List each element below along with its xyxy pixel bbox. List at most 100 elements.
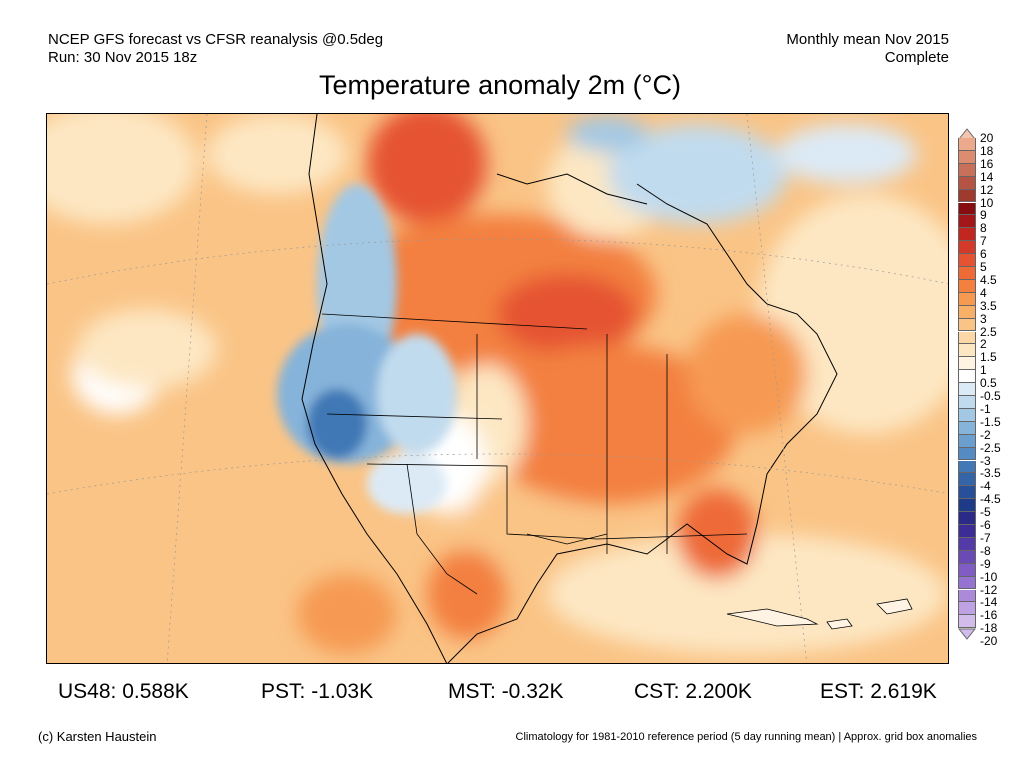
stat-pst: PST: -1.03K bbox=[261, 680, 373, 704]
colorbar-label: -0.5 bbox=[980, 389, 1001, 403]
colorbar-swatch bbox=[958, 512, 976, 525]
colorbar-swatch bbox=[958, 279, 976, 293]
colorbar-swatch bbox=[958, 292, 976, 306]
stat-us48: US48: 0.588K bbox=[58, 680, 189, 704]
colorbar-swatch bbox=[958, 563, 976, 577]
colorbar-label: -3.5 bbox=[980, 466, 1001, 481]
colorbar-swatch bbox=[958, 163, 976, 177]
colorbar-swatch bbox=[958, 176, 976, 190]
colorbar-swatch bbox=[958, 254, 976, 267]
colorbar-label: 3.5 bbox=[980, 298, 997, 313]
colorbar-label: -14 bbox=[980, 595, 998, 610]
colorbar-swatch bbox=[958, 228, 976, 242]
colorbar-label: 9 bbox=[980, 208, 987, 223]
colorbar-swatch bbox=[958, 150, 976, 164]
graticule bbox=[47, 114, 948, 663]
colorbar-swatch bbox=[958, 267, 976, 280]
stat-label: EST: bbox=[820, 680, 865, 703]
colorbar-swatch bbox=[958, 460, 976, 474]
stat-est: EST: 2.619K bbox=[820, 680, 937, 704]
colorbar-label: 6 bbox=[980, 247, 987, 262]
header-right: Monthly mean Nov 2015 Complete bbox=[786, 31, 949, 67]
period-label: Monthly mean Nov 2015 bbox=[786, 31, 949, 48]
cold-anomaly-west bbox=[277, 184, 457, 514]
colorbar-swatch bbox=[958, 331, 976, 345]
stat-cst: CST: 2.200K bbox=[634, 680, 752, 704]
status-label: Complete bbox=[884, 49, 949, 66]
anomaly-map bbox=[46, 113, 949, 664]
colorbar-label: 1 bbox=[980, 363, 987, 378]
stat-label: MST: bbox=[448, 680, 496, 703]
colorbar-swatch bbox=[958, 576, 976, 590]
colorbar-swatch bbox=[958, 241, 976, 255]
colorbar-swatch bbox=[958, 370, 976, 384]
colorbar-swatch bbox=[958, 473, 976, 487]
colorbar-swatch bbox=[958, 537, 976, 551]
colorbar-label: -4.5 bbox=[980, 492, 1001, 507]
map-canvas bbox=[47, 114, 948, 663]
colorbar-label: -6 bbox=[980, 518, 991, 532]
caribbean-islands bbox=[726, 598, 913, 630]
colorbar-label: 10 bbox=[980, 195, 994, 210]
stat-mst: MST: -0.32K bbox=[448, 680, 564, 704]
colorbar-label: -4 bbox=[980, 479, 991, 494]
colorbar-label: -12 bbox=[980, 582, 998, 597]
stat-label: CST: bbox=[634, 680, 680, 703]
colorbar-label: 2.5 bbox=[980, 324, 997, 339]
colorbar-label: 8 bbox=[980, 221, 987, 236]
colorbar-label: 12 bbox=[980, 182, 994, 197]
colorbar-label: -18 bbox=[980, 621, 998, 636]
colorbar-label: 20 bbox=[980, 131, 994, 145]
colorbar-label: -8 bbox=[980, 543, 991, 558]
colorbar-label: 4.5 bbox=[980, 272, 997, 287]
stat-value: 2.200K bbox=[685, 680, 752, 703]
regional-stats: US48: 0.588K PST: -1.03K MST: -0.32K CST… bbox=[0, 680, 1024, 706]
colorbar-swatch bbox=[958, 383, 976, 396]
colorbar-swatch bbox=[958, 434, 976, 448]
colorbar-label: -10 bbox=[980, 569, 998, 584]
colorbar-swatch bbox=[958, 202, 976, 216]
colorbar-swatch bbox=[958, 615, 976, 629]
colorbar-swatch bbox=[958, 421, 976, 435]
colorbar-swatch bbox=[958, 305, 976, 319]
stat-value: -1.03K bbox=[311, 680, 374, 703]
colorbar-swatch bbox=[958, 602, 976, 616]
colorbar-label: 7 bbox=[980, 234, 987, 249]
colorbar-label: 0.5 bbox=[980, 376, 997, 391]
colorbar-label: 5 bbox=[980, 260, 987, 274]
colorbar-label: 2 bbox=[980, 337, 987, 352]
political-borders bbox=[321, 313, 748, 595]
stat-value: 0.588K bbox=[122, 680, 189, 703]
colorbar-swatch bbox=[958, 408, 976, 422]
colorbar-swatch bbox=[958, 189, 976, 203]
colorbar-label: -1 bbox=[980, 401, 991, 416]
header-left: NCEP GFS forecast vs CFSR reanalysis @0.… bbox=[48, 31, 383, 67]
colorbar-swatch bbox=[958, 318, 976, 332]
colorbar-label: -9 bbox=[980, 556, 991, 571]
colorbar-label: -20 bbox=[980, 634, 998, 649]
colorbar-label: 4 bbox=[980, 285, 987, 300]
coastline-outline bbox=[301, 114, 838, 663]
colorbar-swatch bbox=[958, 215, 976, 229]
run-time: Run: 30 Nov 2015 18z bbox=[48, 49, 198, 66]
colorbar-label: 14 bbox=[980, 169, 994, 184]
stat-value: 2.619K bbox=[870, 680, 937, 703]
colorbar-swatch bbox=[958, 344, 976, 358]
colorbar-label: 3 bbox=[980, 311, 987, 326]
colorbar-swatch bbox=[958, 525, 976, 538]
colorbar-label: -7 bbox=[980, 530, 991, 545]
colorbar-label: -1.5 bbox=[980, 414, 1001, 429]
model-description: NCEP GFS forecast vs CFSR reanalysis @0.… bbox=[48, 31, 384, 48]
colorbar-swatch bbox=[958, 447, 976, 461]
colorbar-swatch bbox=[958, 486, 976, 500]
colorbar-label: -16 bbox=[980, 608, 998, 623]
colorbar-label: 16 bbox=[980, 156, 994, 171]
colorbar-swatch bbox=[958, 138, 976, 151]
colorbar-label: -3 bbox=[980, 453, 991, 468]
stat-label: US48: bbox=[58, 680, 117, 703]
map-title: Temperature anomaly 2m (°C) bbox=[319, 70, 681, 100]
colorbar-bottom-arrow bbox=[958, 628, 976, 640]
colorbar-label: -2 bbox=[980, 427, 991, 442]
colorbar-swatch bbox=[958, 499, 976, 513]
stat-label: PST: bbox=[261, 680, 306, 703]
